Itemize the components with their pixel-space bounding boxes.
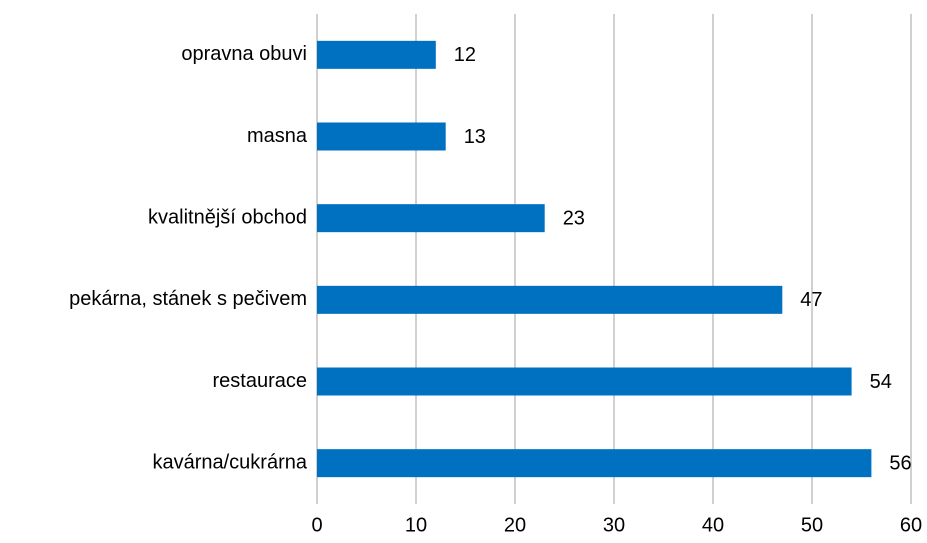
bar: [317, 122, 446, 151]
value-label: 23: [563, 207, 585, 229]
bar: [317, 285, 783, 314]
value-label: 47: [800, 289, 822, 311]
x-tick-label: 40: [702, 514, 724, 536]
value-label: 13: [464, 126, 486, 148]
value-label: 12: [454, 44, 476, 66]
x-tick-label: 30: [603, 514, 625, 536]
x-tick-label: 10: [405, 514, 427, 536]
y-tick-label: pekárna, stánek s pečivem: [69, 288, 307, 310]
bar: [317, 367, 852, 396]
x-tick-label: 20: [504, 514, 526, 536]
bar: [317, 449, 872, 478]
y-tick-label: masna: [247, 125, 308, 147]
y-tick-label: opravna obuvi: [181, 43, 307, 65]
x-tick-label: 0: [311, 514, 322, 536]
value-label: 56: [889, 452, 911, 474]
value-label: 54: [870, 371, 892, 393]
y-tick-label: kavárna/cukrárna: [152, 451, 307, 473]
bar: [317, 204, 545, 233]
bar: [317, 40, 436, 69]
y-tick-label: kvalitnější obchod: [148, 206, 307, 228]
x-tick-label: 50: [801, 514, 823, 536]
x-tick-label: 60: [900, 514, 922, 536]
y-tick-label: restaurace: [213, 370, 308, 392]
